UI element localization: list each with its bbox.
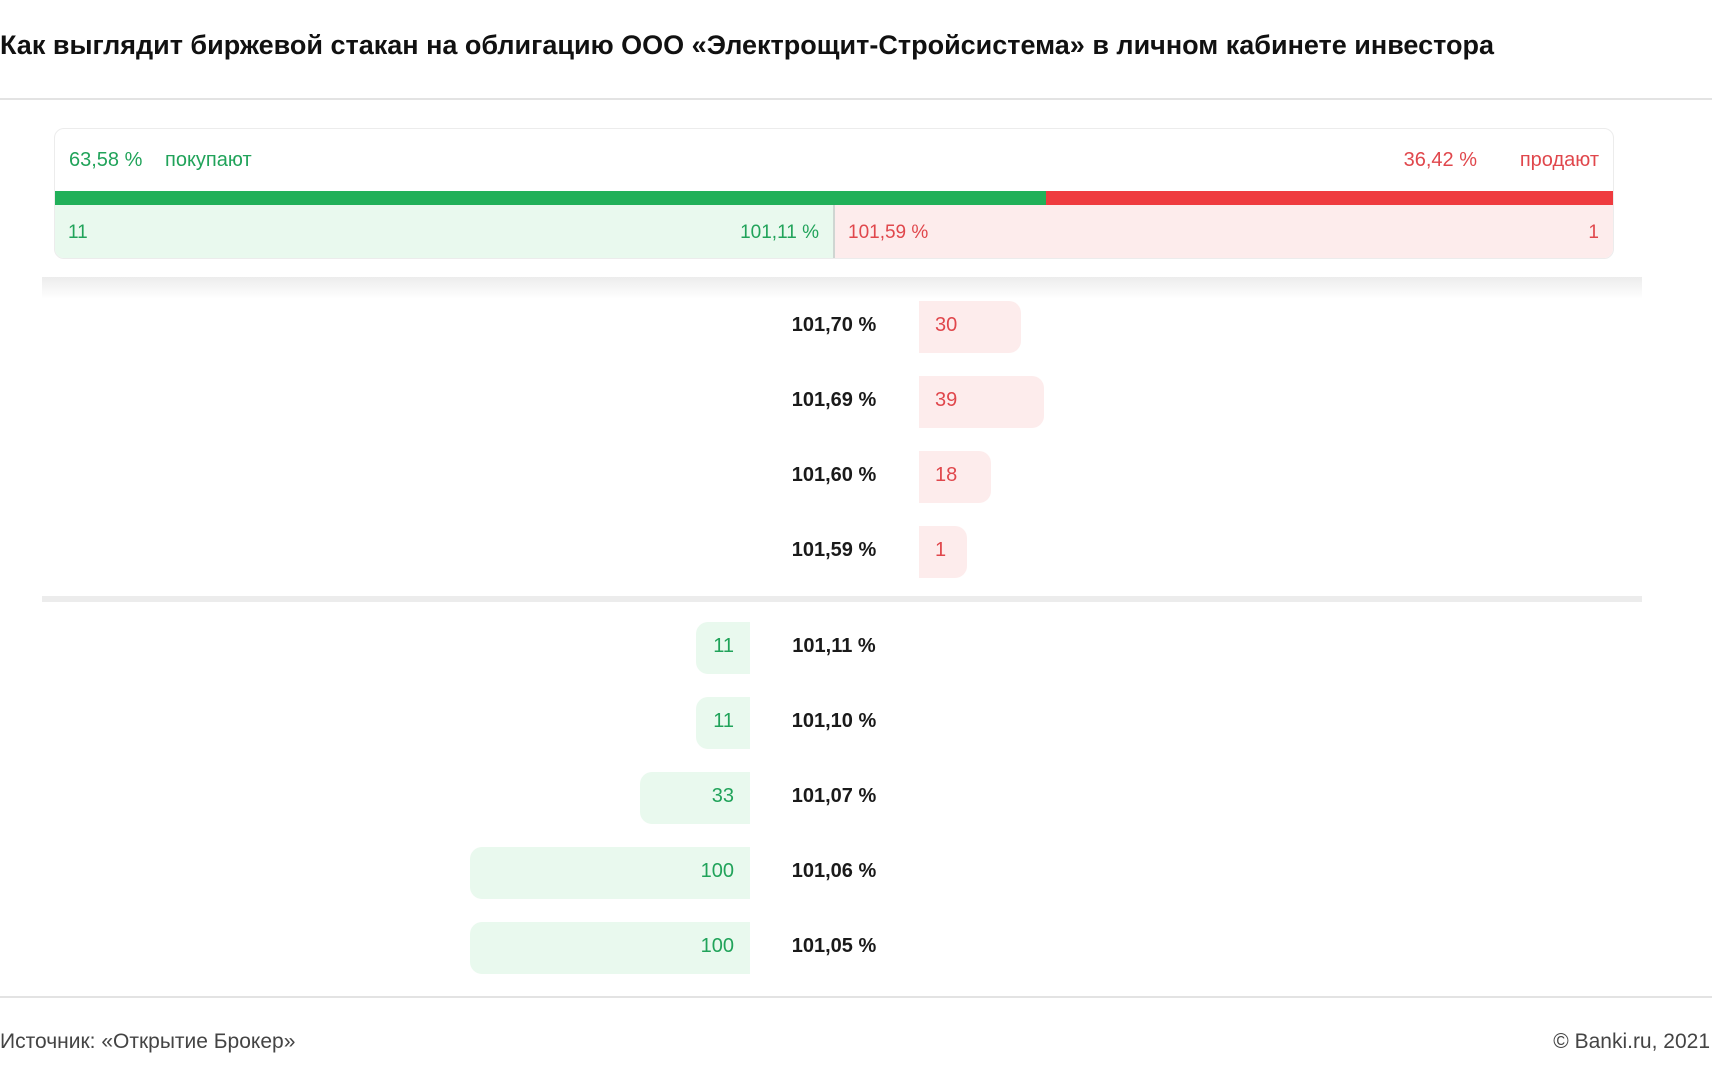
bid-row[interactable]: 11 101,11 % [0, 622, 1712, 674]
ask-row[interactable]: 101,70 % 30 [0, 301, 1712, 353]
bid-row[interactable]: 100 101,06 % [0, 847, 1712, 899]
bid-qty: 11 [713, 710, 734, 732]
sell-ratio-fill [1045, 191, 1613, 205]
best-quotes-row: 11 101,11 % 101,59 % 1 [55, 205, 1613, 258]
order-book-summary-card: 63,58 % покупают 36,42 % продают 11 101,… [54, 128, 1614, 259]
ask-row[interactable]: 101,59 % 1 [0, 526, 1712, 578]
bid-volume-bar: 100 [470, 922, 750, 974]
ask-volume-bar: 39 [919, 376, 1044, 428]
bid-row[interactable]: 33 101,07 % [0, 772, 1712, 824]
ask-volume-bar: 30 [919, 301, 1021, 353]
bid-price: 101,10 % [791, 710, 877, 732]
ask-volume-bar: 1 [919, 526, 967, 578]
footer-divider [0, 996, 1712, 998]
ask-price: 101,60 % [791, 464, 877, 486]
ask-qty: 30 [935, 314, 958, 336]
buy-percent: 63,58 % [69, 149, 143, 171]
bid-volume-bar: 33 [640, 772, 750, 824]
ask-qty: 39 [935, 389, 958, 411]
ask-volume-bar: 18 [919, 451, 991, 503]
bid-qty: 100 [700, 935, 734, 957]
source-note: Источник: «Открытие Брокер» [0, 1030, 296, 1053]
ask-price: 101,59 % [791, 539, 877, 561]
bid-row[interactable]: 100 101,05 % [0, 922, 1712, 974]
order-book-top-shadow [42, 277, 1642, 299]
ask-price: 101,69 % [791, 389, 877, 411]
header-divider [0, 98, 1712, 100]
ask-qty: 18 [935, 464, 958, 486]
buy-label: покупают [165, 149, 252, 171]
bid-price: 101,07 % [791, 785, 877, 807]
bid-row[interactable]: 11 101,10 % [0, 697, 1712, 749]
bid-volume-bar: 100 [470, 847, 750, 899]
sell-percent: 36,42 % [1403, 149, 1477, 171]
bid-price: 101,05 % [791, 935, 877, 957]
bid-qty: 33 [711, 785, 734, 807]
copyright: © Banki.ru, 2021 [1553, 1030, 1710, 1053]
buy-sell-ratio-bar [55, 191, 1613, 205]
bid-volume-bar: 11 [696, 697, 750, 749]
spread-divider [42, 596, 1642, 602]
page-title: Как выглядит биржевой стакан на облигаци… [0, 30, 1494, 60]
best-ask[interactable]: 101,59 % 1 [835, 205, 1613, 258]
bid-qty: 11 [713, 635, 734, 657]
ask-row[interactable]: 101,60 % 18 [0, 451, 1712, 503]
best-ask-qty: 1 [1588, 222, 1599, 243]
best-ask-price: 101,59 % [848, 222, 929, 243]
buy-sell-ratio-row: 63,58 % покупают 36,42 % продают [55, 129, 1613, 191]
buy-ratio-fill [55, 191, 1046, 205]
bid-volume-bar: 11 [696, 622, 750, 674]
bid-qty: 100 [700, 860, 734, 882]
bid-price: 101,06 % [791, 860, 877, 882]
bid-price: 101,11 % [792, 635, 876, 657]
ask-price: 101,70 % [791, 314, 877, 336]
ask-qty: 1 [935, 539, 947, 561]
best-bid-qty: 11 [68, 222, 88, 243]
ask-row[interactable]: 101,69 % 39 [0, 376, 1712, 428]
best-bid[interactable]: 11 101,11 % [55, 205, 835, 258]
best-bid-price: 101,11 % [740, 222, 819, 243]
sell-label: продают [1519, 149, 1599, 171]
